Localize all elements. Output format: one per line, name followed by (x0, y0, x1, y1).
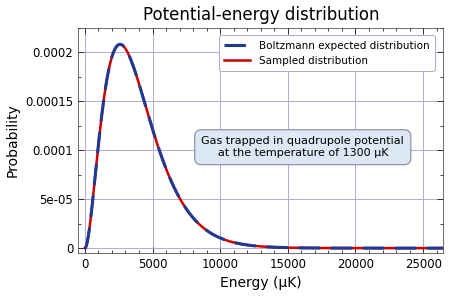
Y-axis label: Probability: Probability (5, 104, 20, 177)
Title: Potential-energy distribution: Potential-energy distribution (142, 6, 379, 24)
Legend: Boltzmann expected distribution, Sampled distribution: Boltzmann expected distribution, Sampled… (219, 35, 435, 71)
Text: Gas trapped in quadrupole potential
at the temperature of 1300 μK: Gas trapped in quadrupole potential at t… (202, 136, 404, 158)
X-axis label: Energy (μK): Energy (μK) (220, 276, 302, 290)
